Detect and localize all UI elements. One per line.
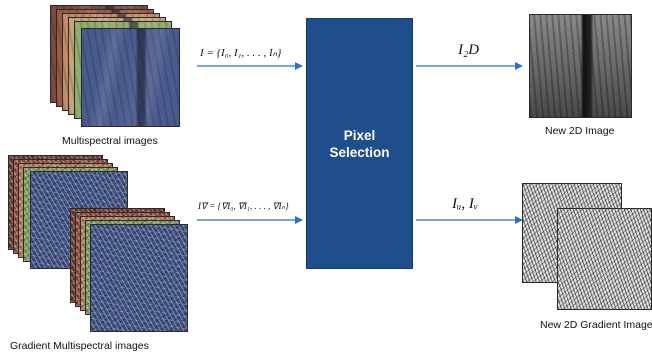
gradient-image-v [557,208,652,310]
caption-new-2d: New 2D Image [545,125,615,137]
caption-new-2d-gradient: New 2D Gradient Image [540,319,652,331]
multispectral-stack [50,5,180,135]
pixel-selection-label: Pixel Selection [329,127,389,161]
pixel-selection-line1: Pixel [343,127,376,143]
equation-input-images: I = {I₀, I₁, . . . , Iₙ} [200,47,282,59]
equation-input-gradients: I∇ = {∇I₀, ∇I₁, . . . , ∇Iₙ} [198,201,289,211]
spectral-layer [81,28,180,127]
gradient-layer [90,224,188,332]
caption-multispectral: Multispectral images [62,135,158,147]
gradient-stack-front [70,208,190,336]
equation-output-2d: I₂D [458,42,480,58]
new-2d-image [529,14,632,118]
pixel-selection-line2: Selection [329,144,390,160]
caption-gradient-multispectral: Gradient Multispectral images [10,340,149,352]
equation-output-gradient: Iᵤ, Iᵥ [452,196,479,212]
pixel-selection-box: Pixel Selection [306,18,413,269]
